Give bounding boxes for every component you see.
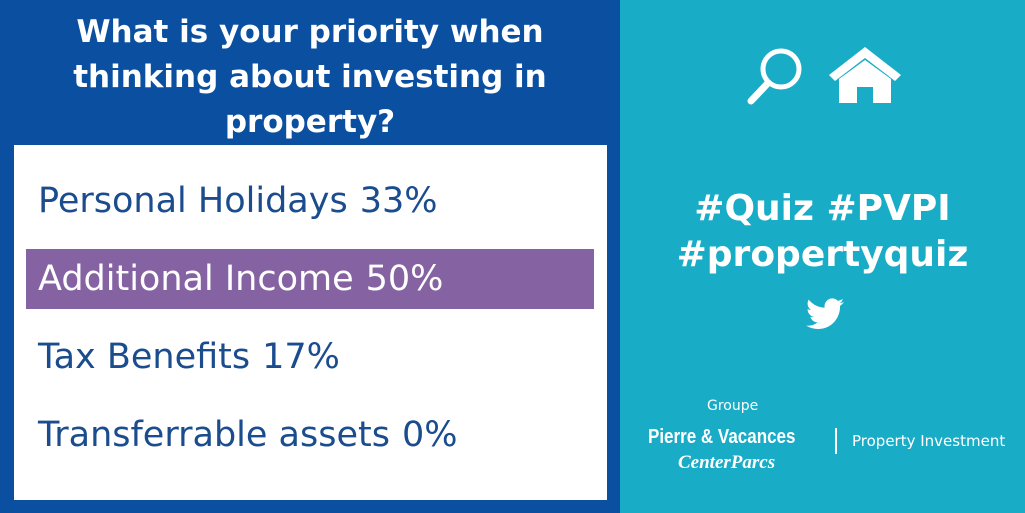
logo-group: Groupe bbox=[707, 398, 759, 414]
house-icon bbox=[829, 47, 901, 103]
magnifier-handle bbox=[747, 79, 772, 105]
answers-box: Personal Holidays 33% Additional Income 50%… bbox=[14, 145, 607, 500]
answer-option: Additional Income 50% bbox=[26, 249, 594, 309]
answer-option: Tax Benefits 17% bbox=[26, 327, 594, 387]
hashtag: #propertyquiz bbox=[676, 234, 969, 275]
hashtag: #Quiz #PVPI bbox=[694, 188, 951, 229]
answer-option: Personal Holidays 33% bbox=[26, 171, 594, 231]
logo-brand: Pierre & Vacances bbox=[648, 426, 796, 448]
icons bbox=[747, 47, 901, 105]
answer-label: Additional Income bbox=[38, 259, 354, 299]
answer-label: Personal Holidays bbox=[38, 181, 348, 221]
answer-label: Transferrable assets bbox=[38, 415, 390, 455]
logo-divider bbox=[835, 428, 837, 454]
magnifier-icon bbox=[760, 48, 802, 90]
answer-option: Transferrable assets 0% bbox=[26, 405, 594, 465]
answer-percent: 33% bbox=[359, 181, 438, 221]
answer-percent: 50% bbox=[365, 259, 444, 299]
logo-division: Property Investment bbox=[852, 432, 1006, 450]
answer-label: Tax Benefits bbox=[38, 337, 251, 377]
twitter-icon bbox=[806, 298, 844, 330]
question-title: What is your priority when thinking abou… bbox=[73, 14, 547, 140]
question-panel: What is your priority when thinking abou… bbox=[0, 0, 620, 513]
logo-sub-brand: CenterParcs bbox=[678, 452, 776, 473]
answer-percent: 17% bbox=[262, 337, 340, 377]
answer-percent: 0% bbox=[401, 415, 458, 455]
